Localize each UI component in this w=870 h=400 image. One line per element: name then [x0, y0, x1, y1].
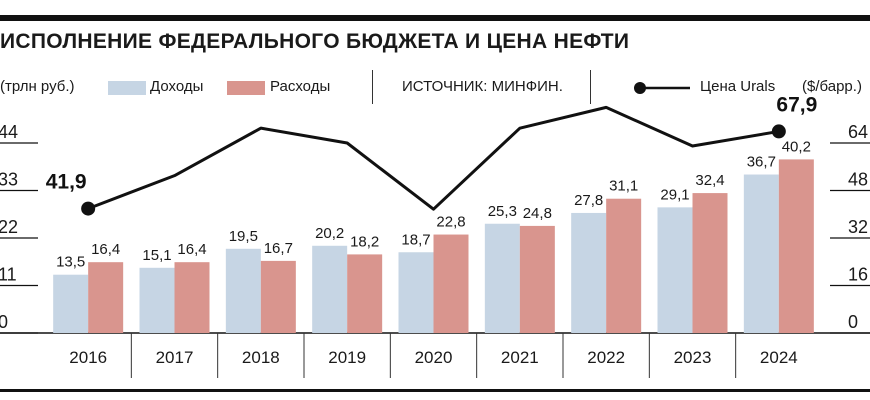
bar-expense-label: 16,4 — [177, 241, 206, 258]
right-axis-tick-label: 32 — [848, 217, 868, 237]
bar-income-label: 27,8 — [574, 192, 603, 209]
bar-income-label: 18,7 — [401, 231, 430, 248]
bar-expense-label: 40,2 — [782, 138, 811, 155]
bar-income — [53, 274, 89, 333]
category-label: 2018 — [242, 348, 280, 367]
bar-income-label: 29,1 — [660, 186, 689, 203]
right-axis-tick-label: 64 — [848, 122, 868, 142]
oil-price-label: 67,9 — [776, 93, 817, 116]
bar-expense — [433, 234, 469, 333]
bar-income — [484, 223, 520, 333]
bar-expense — [778, 159, 814, 333]
bar-income — [571, 212, 607, 333]
oil-price-label: 41,9 — [46, 171, 87, 194]
left-axis-tick-label: 33 — [0, 170, 18, 190]
bar-income — [398, 252, 434, 333]
bar-expense — [606, 198, 642, 333]
bar-expense-label: 16,7 — [264, 240, 293, 257]
bar-income-label: 20,2 — [315, 225, 344, 242]
bar-income-label: 13,5 — [56, 254, 85, 271]
bar-expense-label: 31,1 — [609, 178, 638, 195]
legend-income-swatch — [108, 81, 146, 95]
bar-expense — [692, 193, 728, 333]
bar-expense — [260, 260, 296, 333]
right-axis-tick-label: 16 — [848, 265, 868, 285]
chart-title: ИСПОЛНЕНИЕ ФЕДЕРАЛЬНОГО БЮДЖЕТА И ЦЕНА Н… — [0, 30, 630, 53]
category-label: 2020 — [415, 348, 453, 367]
left-axis-tick-label: 11 — [0, 265, 17, 285]
right-axis-tick-label: 48 — [848, 170, 868, 190]
bar-expense — [174, 262, 210, 333]
bar-income — [225, 248, 261, 333]
source-note: ИСТОЧНИК: МИНФИН. — [402, 78, 563, 95]
bar-income — [139, 267, 175, 333]
bar-income-label: 25,3 — [488, 203, 517, 220]
legend-expense-label: Расходы — [270, 78, 331, 95]
legend-oil-label: Цена Urals — [700, 78, 776, 95]
right-axis-unit: ($/барр.) — [802, 78, 862, 95]
bar-income-label: 15,1 — [142, 247, 171, 264]
bar-expense — [519, 225, 555, 333]
left-axis-unit: (трлн руб.) — [0, 78, 75, 95]
legend-separator — [372, 70, 373, 104]
legend-separator — [590, 70, 591, 104]
left-axis-tick-label: 44 — [0, 122, 18, 142]
oil-price-marker — [771, 124, 786, 139]
bar-income — [312, 245, 348, 333]
bar-expense-label: 22,8 — [436, 214, 465, 231]
legend-line-icon — [634, 82, 690, 94]
category-label: 2023 — [674, 348, 712, 367]
category-label: 2016 — [69, 348, 107, 367]
left-axis-tick-label: 22 — [0, 217, 18, 237]
bar-income — [743, 174, 779, 333]
category-label: 2021 — [501, 348, 539, 367]
bar-expense — [88, 262, 124, 333]
top-rule — [0, 15, 870, 21]
category-label: 2022 — [587, 348, 625, 367]
bar-expense — [347, 254, 383, 333]
legend-income-label: Доходы — [150, 78, 204, 95]
right-axis-tick-label: 0 — [848, 312, 858, 332]
bar-income-label: 19,5 — [229, 228, 258, 245]
bar-expense-label: 24,8 — [523, 205, 552, 222]
bar-expense-label: 32,4 — [695, 172, 724, 189]
bottom-rule — [0, 389, 870, 392]
category-label: 2017 — [156, 348, 194, 367]
bar-income — [657, 207, 693, 333]
category-label: 2024 — [760, 348, 798, 367]
category-label: 2019 — [328, 348, 366, 367]
bar-income-label: 36,7 — [747, 154, 776, 171]
oil-price-marker — [81, 201, 96, 216]
legend-expense-swatch — [227, 81, 265, 95]
bar-expense-label: 16,4 — [91, 241, 120, 258]
bar-expense-label: 18,2 — [350, 233, 379, 250]
left-axis-tick-label: 0 — [0, 312, 8, 332]
oil-price-line — [87, 105, 780, 211]
